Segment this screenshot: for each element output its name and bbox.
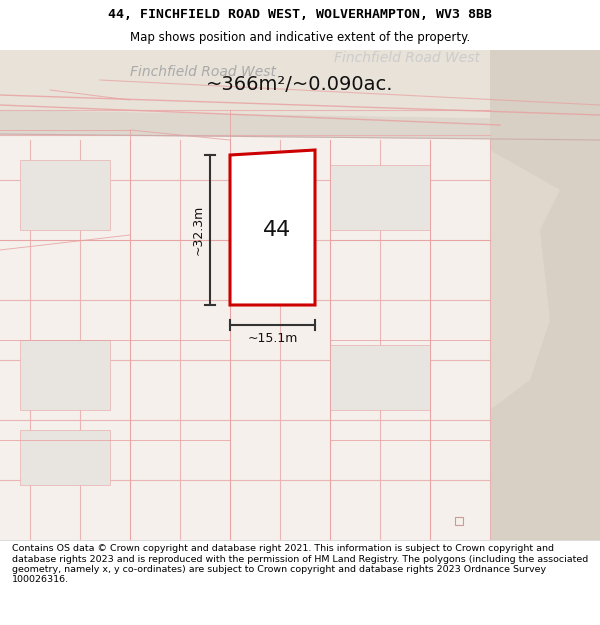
Text: ~32.3m: ~32.3m: [191, 205, 205, 255]
Text: Finchfield Road West: Finchfield Road West: [334, 51, 480, 65]
Bar: [330, 165, 430, 230]
Text: Finchfield Road West: Finchfield Road West: [130, 65, 276, 79]
Text: Contains OS data © Crown copyright and database right 2021. This information is : Contains OS data © Crown copyright and d…: [12, 544, 588, 584]
Text: 44: 44: [263, 220, 292, 240]
Text: ~366m²/~0.090ac.: ~366m²/~0.090ac.: [206, 76, 394, 94]
Bar: [20, 340, 110, 410]
Bar: [455, 517, 463, 525]
Text: Map shows position and indicative extent of the property.: Map shows position and indicative extent…: [130, 31, 470, 44]
Bar: [330, 345, 430, 410]
Polygon shape: [0, 50, 600, 120]
Polygon shape: [0, 110, 600, 140]
Text: 44, FINCHFIELD ROAD WEST, WOLVERHAMPTON, WV3 8BB: 44, FINCHFIELD ROAD WEST, WOLVERHAMPTON,…: [108, 8, 492, 21]
Bar: [490, 50, 600, 540]
Bar: [20, 160, 110, 230]
Polygon shape: [230, 150, 315, 305]
Polygon shape: [490, 50, 600, 540]
Text: ~15.1m: ~15.1m: [247, 331, 298, 344]
Bar: [20, 430, 110, 485]
